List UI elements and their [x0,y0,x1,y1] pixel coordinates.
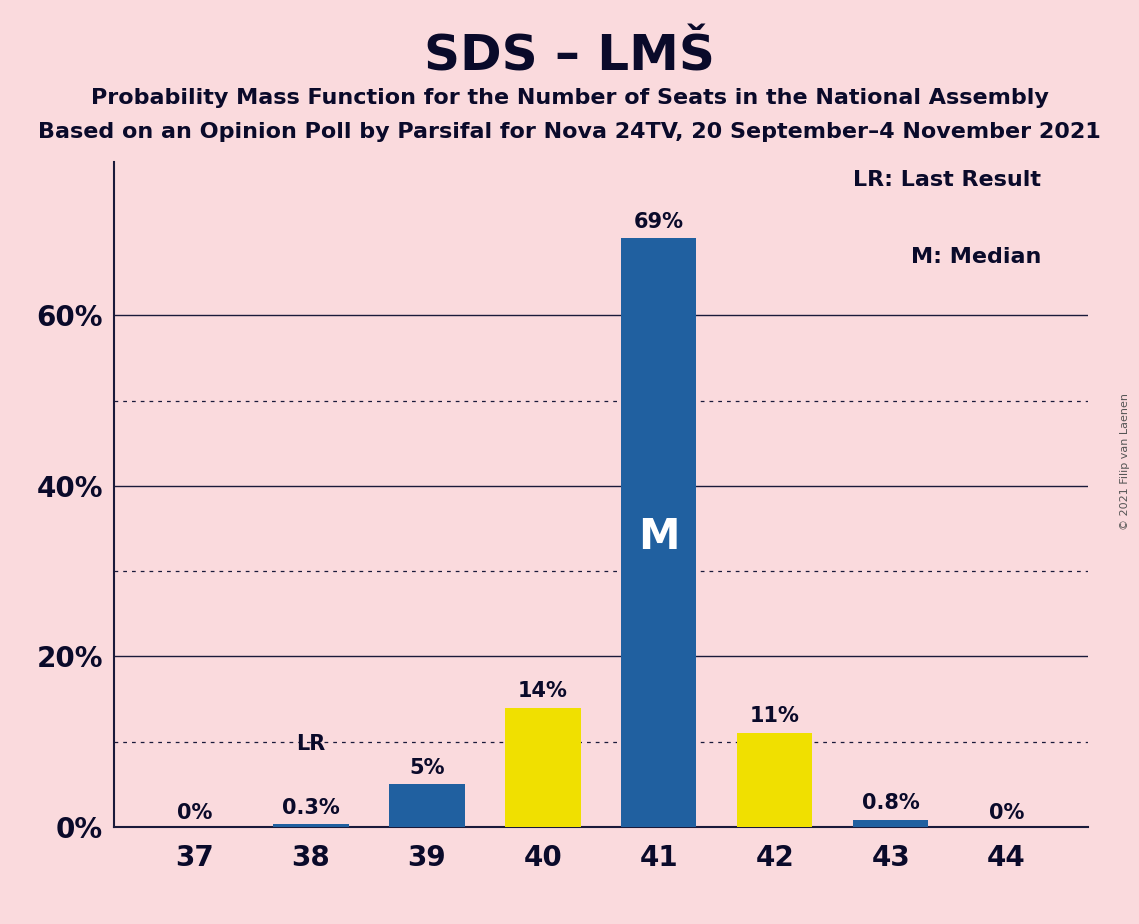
Text: M: M [638,516,680,558]
Text: M: Median: M: Median [911,247,1041,267]
Bar [853,821,928,827]
Text: Based on an Opinion Poll by Parsifal for Nova 24TV, 20 September–4 November 2021: Based on an Opinion Poll by Parsifal for… [38,122,1101,142]
Text: LR: Last Result: LR: Last Result [853,170,1041,190]
Text: 0.3%: 0.3% [282,797,339,818]
Text: Probability Mass Function for the Number of Seats in the National Assembly: Probability Mass Function for the Number… [91,88,1048,108]
Text: 0%: 0% [989,803,1024,822]
Bar [737,733,812,827]
Text: 0.8%: 0.8% [862,794,919,813]
Text: 69%: 69% [633,212,683,232]
Bar [273,824,349,827]
Bar [390,784,465,827]
Bar [621,238,696,827]
Text: 14%: 14% [518,681,568,700]
Text: © 2021 Filip van Laenen: © 2021 Filip van Laenen [1121,394,1130,530]
Text: LR: LR [296,735,326,755]
Text: 11%: 11% [749,706,800,726]
Text: 0%: 0% [178,803,213,822]
Text: 5%: 5% [409,758,444,777]
Bar [506,708,581,827]
Text: SDS – LMŠ: SDS – LMŠ [424,32,715,80]
